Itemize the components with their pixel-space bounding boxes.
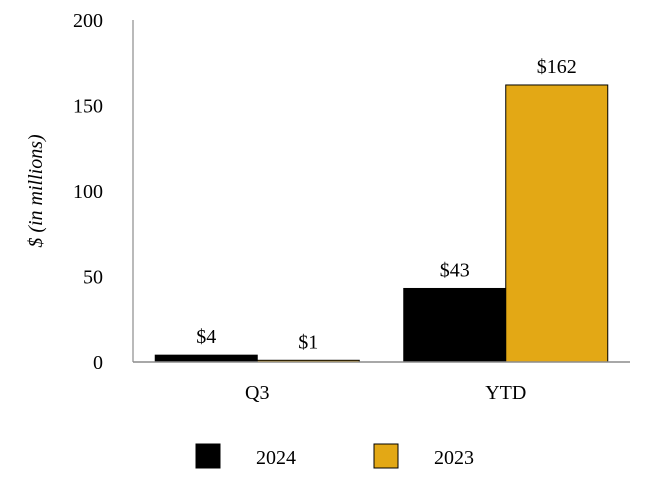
data-label-2023-YTD: $162 bbox=[537, 56, 577, 78]
data-label-2023-Q3: $1 bbox=[298, 331, 318, 353]
data-label-2024-YTD: $43 bbox=[440, 259, 470, 281]
x-tick-label-Q3: Q3 bbox=[245, 382, 269, 404]
y-tick-label: 200 bbox=[73, 10, 103, 32]
y-tick-label: 0 bbox=[93, 352, 103, 374]
bars bbox=[154, 84, 609, 363]
bar-2023-YTD bbox=[505, 84, 609, 363]
y-axis-label: $ (in millions) bbox=[25, 134, 47, 248]
y-tick-label: 50 bbox=[83, 267, 103, 289]
y-axis-ticks: 0 50 100 150 200 bbox=[73, 10, 103, 374]
legend-label: 2023 bbox=[434, 447, 474, 469]
data-label-2024-Q3: $4 bbox=[196, 326, 216, 348]
x-axis-ticks: Q3 YTD bbox=[245, 382, 526, 404]
bar-2024-YTD bbox=[403, 287, 507, 363]
y-tick-label: 150 bbox=[73, 96, 103, 118]
x-tick-label-YTD: YTD bbox=[485, 382, 526, 404]
legend-item-2024: 2024 bbox=[195, 443, 296, 469]
legend: 2024 2023 bbox=[195, 443, 474, 469]
y-tick-label: 100 bbox=[73, 181, 103, 203]
legend-label: 2024 bbox=[256, 447, 296, 469]
bar-2024-Q3 bbox=[154, 354, 258, 363]
legend-item-2023: 2023 bbox=[373, 443, 474, 469]
legend-swatch bbox=[195, 443, 221, 469]
data-labels: $4 $1 $43 $162 bbox=[196, 56, 577, 353]
legend-swatch bbox=[373, 443, 399, 469]
